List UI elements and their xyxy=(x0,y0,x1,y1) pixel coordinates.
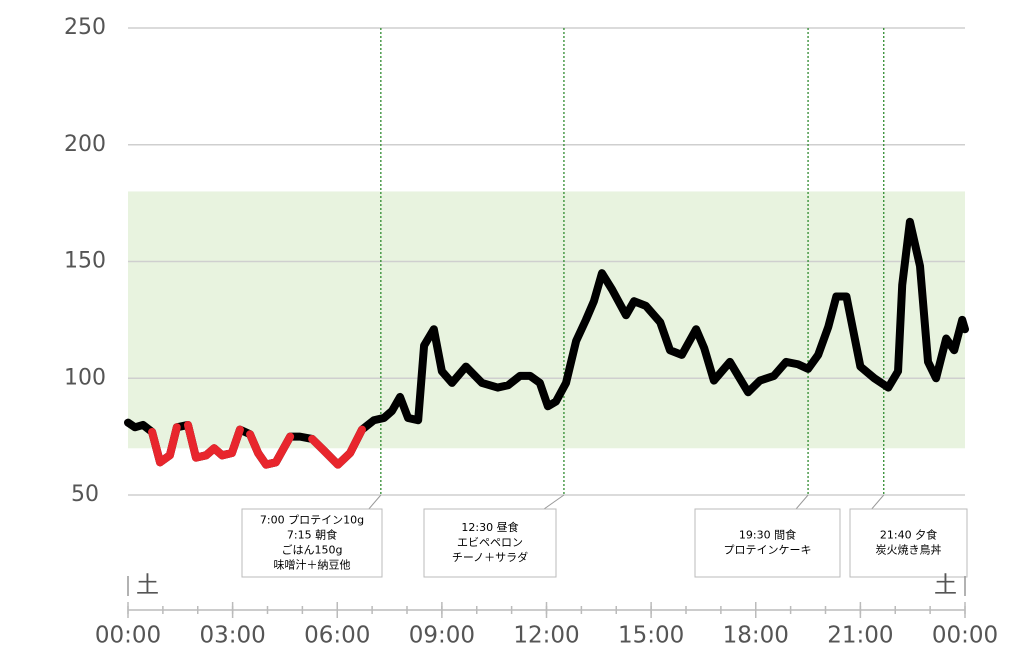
low-segment xyxy=(165,423,181,460)
y-tick-label: 150 xyxy=(64,249,106,274)
low-segment xyxy=(271,432,295,467)
x-tick-label: 06:00 xyxy=(304,623,370,649)
x-tick-label: 00:00 xyxy=(95,623,161,649)
annotation-text: 7:15 朝食 xyxy=(287,528,337,542)
annotation-text: 21:40 夕食 xyxy=(880,528,937,542)
annotation-text: 19:30 間食 xyxy=(739,528,796,542)
annotation-text: エビペペロン xyxy=(457,536,523,549)
annotation-text: 12:30 昼食 xyxy=(461,520,518,534)
y-tick-label: 100 xyxy=(64,365,106,390)
low-segment xyxy=(227,425,244,457)
y-tick-label: 200 xyxy=(64,132,106,157)
x-tick-label: 12:00 xyxy=(513,623,579,649)
callout xyxy=(871,494,885,510)
annotation-text: プロテインケーキ xyxy=(724,544,812,557)
callout xyxy=(795,494,809,510)
x-tick-label: 03:00 xyxy=(199,623,265,649)
x-tick-label: 15:00 xyxy=(618,623,684,649)
annotation-box xyxy=(241,508,383,578)
annotation-box xyxy=(849,508,968,578)
annotation-text: 炭火焼き鳥丼 xyxy=(876,543,942,557)
callout xyxy=(543,494,565,510)
annotation-text: 7:00 プロテイン10g xyxy=(260,514,364,527)
y-tick-label: 250 xyxy=(64,15,106,40)
day-label: 土 xyxy=(934,573,957,599)
annotation-text: ごはん150g xyxy=(282,543,343,557)
x-tick-label: 18:00 xyxy=(723,623,789,649)
x-tick-label: 00:00 xyxy=(932,623,998,649)
annotation-box xyxy=(694,508,841,578)
callout xyxy=(368,494,382,510)
x-tick-label: 09:00 xyxy=(409,623,475,649)
annotation-box xyxy=(423,508,557,578)
low-segment xyxy=(346,425,367,457)
annotation-text: チーノ＋サラダ xyxy=(452,550,528,564)
y-tick-label: 50 xyxy=(71,482,99,507)
annotation-text: 味噌汁＋納豆他 xyxy=(274,559,351,572)
day-label: 土 xyxy=(136,573,159,599)
low-segment xyxy=(183,420,201,462)
low-segment xyxy=(148,427,165,467)
x-tick-label: 21:00 xyxy=(827,623,893,649)
